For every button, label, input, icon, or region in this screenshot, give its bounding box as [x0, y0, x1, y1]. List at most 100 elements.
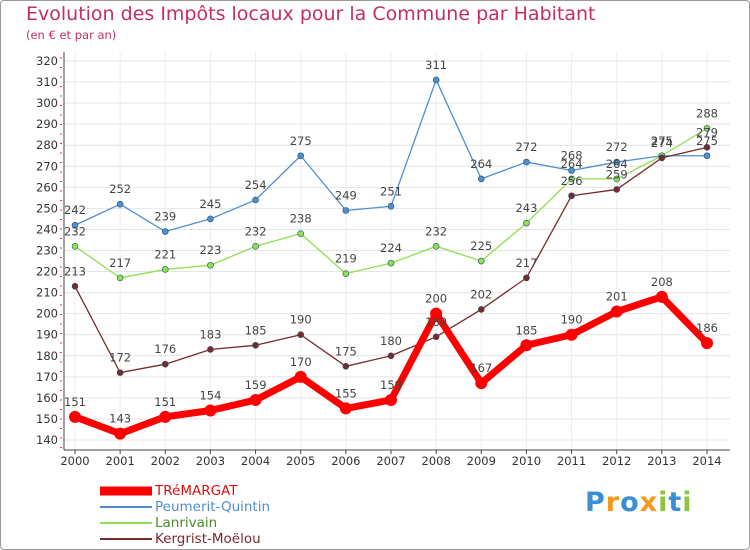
data-point: [658, 154, 666, 162]
data-label: 232: [64, 224, 86, 238]
data-point: [520, 339, 533, 352]
data-point: [610, 305, 623, 318]
proxiti-logo: Proxiti: [585, 487, 693, 518]
data-label: 143: [109, 412, 131, 426]
data-label: 275: [651, 134, 673, 148]
x-tick-label: 2012: [602, 454, 631, 468]
legend-swatch: [100, 486, 152, 496]
data-point: [342, 207, 350, 214]
data-label: 159: [380, 378, 402, 392]
x-tick-label: 2009: [467, 454, 496, 468]
data-point: [432, 333, 440, 341]
data-point: [297, 331, 305, 339]
logo-letter: P: [585, 487, 606, 518]
x-tick-label: 2014: [692, 454, 721, 468]
data-point: [655, 290, 668, 303]
data-label: 190: [290, 313, 312, 327]
data-label: 167: [470, 361, 492, 375]
logo-letter: o: [620, 487, 640, 518]
y-tick-label: 230: [36, 244, 58, 258]
data-label: 288: [696, 106, 718, 120]
data-label: 264: [606, 157, 628, 171]
logo-letter: x: [639, 487, 659, 518]
data-label: 232: [245, 224, 267, 238]
data-label: 154: [199, 389, 221, 403]
x-tick-label: 2010: [512, 454, 541, 468]
data-label: 185: [515, 323, 537, 337]
data-label: 172: [109, 351, 131, 365]
data-label: 274: [651, 136, 673, 150]
y-tick-label: 310: [36, 75, 58, 89]
data-point: [252, 196, 259, 204]
x-tick-label: 2001: [106, 454, 135, 468]
x-tick-label: 2003: [196, 454, 225, 468]
data-label: 223: [199, 243, 221, 257]
data-point: [161, 266, 169, 273]
legend-swatch: [100, 506, 152, 508]
data-point: [613, 175, 621, 183]
data-label: 243: [515, 201, 537, 215]
data-point: [613, 158, 621, 166]
y-tick-label: 140: [36, 433, 58, 447]
data-label: 264: [561, 157, 583, 171]
logo-letter: r: [605, 487, 621, 518]
data-label: 180: [380, 334, 402, 348]
data-label: 159: [245, 378, 267, 392]
data-label: 186: [696, 321, 718, 335]
data-label: 189: [425, 315, 447, 329]
data-label: 251: [380, 184, 402, 198]
logo-letter: i: [658, 487, 669, 518]
data-point: [71, 242, 79, 250]
x-tick-label: 2000: [60, 454, 89, 468]
data-label: 185: [245, 323, 267, 337]
data-point: [477, 306, 485, 313]
data-point: [568, 175, 575, 183]
data-point: [475, 377, 488, 390]
data-point: [207, 346, 214, 353]
data-label: 175: [335, 344, 357, 358]
data-point: [432, 242, 440, 250]
data-label: 201: [606, 290, 628, 304]
data-point: [339, 402, 352, 415]
data-label: 221: [154, 247, 176, 261]
legend-label: Peumerit-Quintin: [155, 499, 271, 515]
x-tick-label: 2006: [331, 454, 360, 468]
data-point: [387, 352, 395, 360]
data-point: [385, 393, 397, 406]
data-label: 217: [515, 256, 537, 270]
y-tick-label: 280: [36, 138, 58, 152]
x-tick-label: 2013: [647, 454, 676, 468]
data-label: 275: [696, 134, 718, 148]
data-point: [116, 200, 124, 208]
data-label: 151: [154, 395, 176, 409]
data-point: [703, 144, 711, 151]
data-label: 217: [109, 256, 131, 270]
data-label: 259: [606, 167, 628, 181]
legend-swatch: [100, 538, 152, 540]
data-point: [342, 363, 350, 370]
data-point: [114, 427, 127, 440]
data-label: 176: [154, 342, 176, 356]
x-tick-label: 2002: [151, 454, 180, 468]
data-label: 183: [199, 327, 221, 341]
x-tick-label: 2011: [557, 454, 586, 468]
data-label: 202: [470, 287, 492, 301]
y-tick-label: 170: [36, 370, 58, 384]
data-point: [204, 404, 217, 417]
data-label: 275: [290, 134, 312, 148]
data-point: [613, 186, 621, 193]
data-point: [565, 328, 578, 341]
legend-label: Kergrist-Moëlou: [155, 531, 261, 547]
data-label: 170: [290, 355, 312, 369]
y-tick-label: 270: [36, 159, 58, 173]
y-tick-label: 190: [36, 328, 58, 342]
data-point: [432, 76, 440, 84]
data-label: 208: [651, 275, 673, 289]
data-label: 275: [651, 134, 673, 148]
data-point: [159, 410, 172, 423]
data-point: [249, 393, 262, 406]
data-point: [387, 259, 395, 267]
y-tick-label: 220: [36, 265, 58, 279]
data-point: [116, 369, 124, 376]
